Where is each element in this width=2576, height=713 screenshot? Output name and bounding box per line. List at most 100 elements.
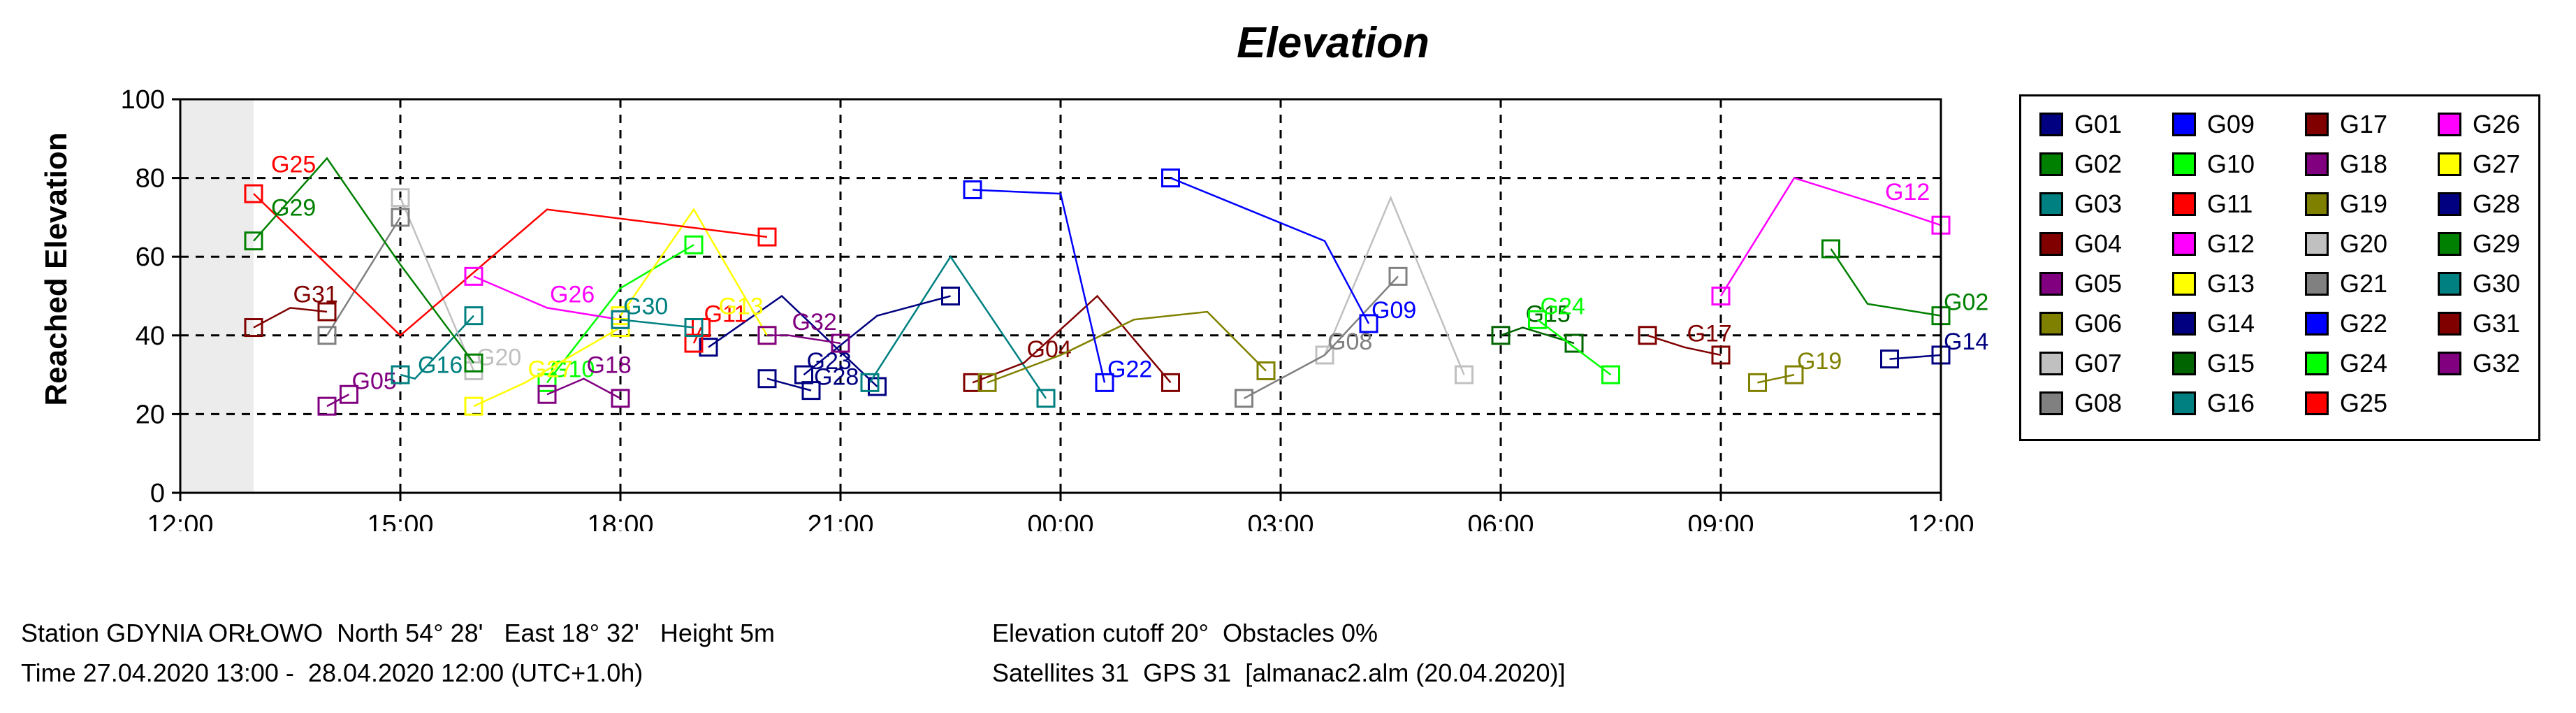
series-g17: G17 — [1638, 321, 1732, 365]
satellite-label: G30 — [623, 293, 668, 319]
rise-set-marker — [1036, 389, 1056, 408]
rise-set-marker — [963, 373, 982, 392]
series-line — [546, 377, 621, 399]
rise-set-marker — [1455, 365, 1473, 384]
legend-item: G31 — [2438, 308, 2520, 339]
series-line — [253, 157, 475, 363]
x-tick-label: 18:00 — [587, 510, 653, 531]
rise-set-marker — [1638, 326, 1657, 345]
legend-label: G02 — [2074, 150, 2123, 178]
legend-item: G18 — [2305, 149, 2387, 180]
rise-set-marker — [537, 384, 557, 404]
y-tick-label: 60 — [136, 243, 165, 272]
rise-set-marker — [1528, 310, 1547, 329]
chart-title: Elevation — [1237, 19, 1429, 67]
legend-item: G25 — [2305, 388, 2387, 419]
legend-item: G06 — [2039, 308, 2122, 339]
satellite-label: G20 — [476, 344, 521, 370]
series-g02: G02 — [1821, 239, 1988, 326]
series-g18: G18 — [537, 352, 632, 408]
legend-label: G08 — [2074, 389, 2123, 417]
series-line — [1757, 373, 1795, 384]
satellite-label: G22 — [1107, 356, 1152, 382]
satellite-label: G19 — [1797, 348, 1842, 375]
series-g07 — [1315, 195, 1473, 384]
rise-set-marker — [464, 396, 483, 416]
legend-label: G17 — [2340, 110, 2388, 138]
series-g12: G12 — [1711, 177, 1951, 305]
series-g19: G19 — [1748, 348, 1842, 392]
satellite-label: G32 — [792, 309, 837, 336]
series-line — [473, 326, 621, 408]
satellite-label: G31 — [293, 281, 338, 308]
rise-set-marker — [1784, 365, 1804, 384]
rise-set-marker — [317, 396, 337, 416]
rise-set-marker — [1711, 287, 1731, 305]
legend-swatch — [2305, 152, 2329, 176]
series-g23: G23 — [794, 287, 960, 384]
series-g21 — [317, 208, 410, 345]
legend-label: G04 — [2074, 229, 2123, 258]
legend-item: G19 — [2305, 189, 2387, 219]
series-line — [868, 254, 1047, 399]
rise-set-marker — [1821, 239, 1840, 259]
satellite-label: G17 — [1687, 321, 1732, 347]
satellite-label: G10 — [550, 356, 595, 382]
legend-label: G21 — [2340, 269, 2388, 298]
legend-swatch — [2438, 152, 2461, 176]
legend-item: G04 — [2039, 229, 2122, 259]
series-line — [620, 319, 694, 329]
y-tick-label: 0 — [150, 479, 165, 508]
legend-label: G24 — [2340, 349, 2388, 377]
rise-set-marker — [684, 318, 704, 338]
legend-swatch — [2172, 152, 2196, 176]
satellite-label: G27 — [528, 356, 573, 382]
satellite-label: G28 — [814, 364, 859, 391]
plot-border — [179, 98, 1942, 494]
series-g03 — [860, 254, 1056, 408]
legend-label: G22 — [2340, 309, 2388, 338]
rise-set-marker — [340, 384, 358, 404]
legend-swatch — [2305, 312, 2329, 336]
series-line — [803, 295, 951, 376]
satellite-label: G05 — [352, 368, 397, 394]
legend-label: G05 — [2074, 269, 2123, 298]
series-line — [253, 193, 768, 337]
legend-label: G07 — [2074, 349, 2123, 377]
satellite-label: G26 — [550, 281, 595, 308]
y-tick-label: 80 — [136, 164, 165, 194]
legend-swatch — [2438, 192, 2461, 216]
legend-item: G29 — [2438, 229, 2520, 259]
rise-set-marker — [317, 302, 337, 322]
y-tick-label: 100 — [121, 85, 165, 115]
legend-item: G16 — [2172, 388, 2255, 419]
rise-set-marker — [1161, 168, 1180, 188]
rise-set-marker — [757, 369, 777, 389]
legend-swatch — [2172, 312, 2196, 336]
legend-swatch — [2039, 152, 2063, 176]
legend-swatch — [2039, 391, 2063, 415]
satellite-label: G09 — [1371, 297, 1416, 324]
legend-item: G26 — [2438, 109, 2520, 140]
series-line — [1719, 177, 1942, 297]
legend-swatch — [2305, 113, 2329, 136]
rise-set-marker — [1564, 333, 1584, 353]
footer-satellites: Satellites 31 GPS 31 [almanac2.alm (20.0… — [992, 658, 1566, 687]
legend-label: G19 — [2340, 189, 2388, 218]
rise-set-marker — [464, 306, 483, 326]
series-g22: G22 — [963, 180, 1152, 392]
series-line — [1830, 248, 1942, 317]
legend-label: G32 — [2473, 349, 2521, 377]
satellite-label: G16 — [418, 352, 463, 379]
rise-set-marker — [244, 318, 263, 338]
series-line — [1536, 319, 1612, 376]
legend-label: G15 — [2207, 349, 2255, 377]
series-g24: G24 — [1528, 293, 1620, 384]
rise-set-marker — [801, 381, 821, 401]
series-line — [708, 294, 878, 387]
rise-set-marker — [699, 338, 718, 357]
series-line — [987, 310, 1267, 384]
rise-set-marker — [1095, 373, 1114, 392]
legend-item: G20 — [2305, 229, 2387, 259]
series-g04: G04 — [963, 294, 1180, 392]
